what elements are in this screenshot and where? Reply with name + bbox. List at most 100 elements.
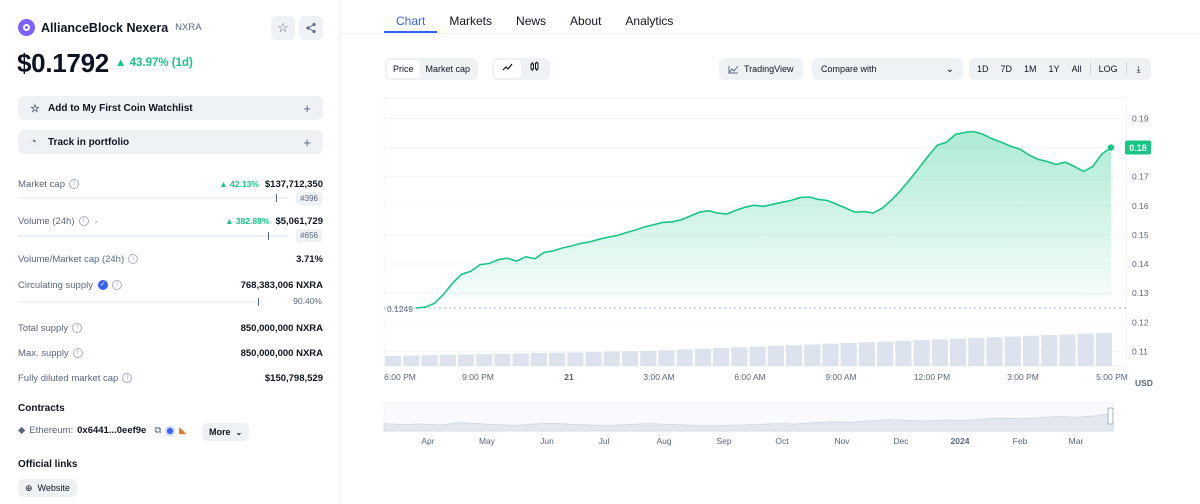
tab-markets[interactable]: Markets: [449, 14, 493, 28]
portfolio-label: Track in portfolio: [48, 136, 130, 148]
price-toggle[interactable]: Price: [387, 60, 420, 78]
stat-label: Max. supply: [18, 347, 69, 359]
supply-marker: [258, 298, 259, 306]
tradingview-button[interactable]: TradingView: [719, 58, 803, 80]
tab-chart[interactable]: Chart: [384, 0, 438, 33]
y-tick-label: 0.16: [1132, 201, 1149, 211]
volume-bar: [640, 350, 657, 366]
range-divider: [1125, 62, 1127, 76]
stat-label: Total supply: [18, 322, 69, 334]
price-chart[interactable]: 0.11 0.12 0.13 0.14 0.15 0.16 0.17 0.18 0.19 0.12…: [341, 0, 1200, 504]
volume-bar: [931, 339, 948, 366]
plus-icon: +: [303, 134, 311, 150]
download-button[interactable]: ⤓: [1129, 60, 1149, 78]
volume-bar: [785, 345, 803, 366]
navigator-label: Feb: [1013, 436, 1028, 446]
x-tick-label: 9:00 AM: [825, 372, 856, 382]
ethereum-icon: ◆: [18, 425, 26, 436]
compare-select[interactable]: Compare with ⌄: [812, 58, 963, 80]
website-link[interactable]: ⊕ Website: [18, 479, 77, 497]
tab-news[interactable]: News: [516, 14, 547, 28]
info-icon[interactable]: i: [69, 179, 79, 189]
chevron-down-icon: ⌄: [235, 427, 243, 437]
rank-badge: #396: [296, 192, 322, 205]
info-icon[interactable]: i: [128, 254, 139, 264]
stat-vol-mcap: Volume/Market cap (24h) i 3.71%: [18, 252, 323, 266]
market-cap-toggle[interactable]: Market cap: [425, 64, 471, 74]
stat-label: Volume (24h): [18, 215, 75, 227]
range-1m[interactable]: 1M: [1024, 64, 1037, 74]
info-icon[interactable]: i: [111, 280, 122, 290]
y-tick-label: 0.11: [1132, 346, 1148, 356]
volume-bar: [913, 340, 930, 366]
navigator-label: Sep: [716, 436, 731, 446]
price-area: [416, 131, 1111, 308]
navigator-label: Jun: [540, 436, 554, 446]
copy-icon[interactable]: ⧉: [154, 425, 162, 436]
range-1d[interactable]: 1D: [977, 64, 989, 74]
star-icon: ☆: [30, 102, 40, 115]
stat-max-supply: Max. supply i 850,000,000 NXRA: [18, 346, 323, 360]
info-icon[interactable]: i: [72, 348, 83, 358]
line-chart-button[interactable]: [494, 60, 521, 78]
navigator-label: May: [479, 436, 496, 446]
volume-bar: [749, 346, 766, 366]
volume-bar: [1004, 336, 1021, 366]
range-all[interactable]: All: [1071, 64, 1082, 74]
more-contracts-button[interactable]: More ⌄: [202, 423, 250, 441]
portfolio-button[interactable]: ◔ Track in portfolio +: [18, 130, 323, 154]
share-button[interactable]: [299, 16, 323, 40]
info-icon[interactable]: i: [122, 373, 133, 383]
volume-bar: [421, 355, 438, 366]
stat-label: Market cap: [18, 178, 65, 190]
info-icon[interactable]: i: [78, 216, 89, 226]
watchlist-label: Add to My First Coin Watchlist: [48, 102, 193, 114]
watchlist-button[interactable]: ☆ Add to My First Coin Watchlist +: [18, 96, 323, 120]
stat-value: $5,061,729: [275, 215, 323, 227]
tab-analytics[interactable]: Analytics: [625, 14, 674, 28]
chevron-right-icon[interactable]: ›: [94, 215, 98, 227]
stat-value: $137,712,350: [264, 178, 323, 190]
volume-bar: [403, 355, 420, 366]
contracts-title: Contracts: [18, 403, 65, 414]
log-toggle[interactable]: LOG: [1098, 64, 1118, 74]
contract-chain: Ethereum:: [29, 425, 74, 436]
range-divider: [1089, 62, 1091, 76]
last-price-badge: [1125, 140, 1151, 155]
navigator-label: Mar: [1069, 436, 1084, 446]
y-tick-label: 0.19: [1132, 113, 1149, 123]
stat-change: ▲ 382.88%: [225, 216, 270, 226]
contract-address[interactable]: 0x6441...0eef9e: [77, 425, 147, 436]
trend-icon: [728, 65, 739, 73]
range-7d[interactable]: 7D: [1000, 64, 1013, 74]
metamask-icon[interactable]: ◣: [179, 425, 187, 436]
tab-about[interactable]: About: [570, 14, 602, 28]
volume-bar: [767, 345, 784, 366]
x-tick-label: 6:00 PM: [384, 372, 416, 382]
navigator-label: Oct: [775, 436, 789, 446]
star-icon: ☆: [277, 20, 289, 35]
coin-logo-icon: [18, 19, 35, 36]
navigator-handle[interactable]: [1107, 407, 1114, 425]
candle-chart-button[interactable]: [521, 60, 548, 78]
volume-bar: [530, 353, 548, 366]
tab-bar: Chart Markets News About Analytics: [384, 0, 685, 33]
info-icon[interactable]: i: [72, 323, 83, 333]
navigator-label: Aug: [656, 436, 671, 446]
chart-panel: Chart Markets News About Analytics Price…: [341, 0, 1200, 504]
up-arrow-icon: ▲: [115, 57, 127, 69]
volume-bar: [676, 349, 693, 366]
stat-value: 850,000,000 NXRA: [240, 347, 323, 359]
volume-bar: [457, 354, 475, 366]
volume-bar: [822, 343, 839, 366]
candlestick-icon: [530, 61, 539, 71]
wallet-icon[interactable]: [165, 425, 176, 436]
verified-icon: ✓: [97, 280, 108, 290]
stat-label: Fully diluted market cap: [18, 372, 119, 384]
stat-change: ▲ 42.13%: [219, 179, 259, 189]
star-button[interactable]: ☆: [271, 16, 295, 40]
more-label: More: [209, 427, 231, 437]
range-1y[interactable]: 1Y: [1048, 64, 1060, 74]
stat-value: $150,798,529: [264, 372, 323, 384]
volume-bar: [1022, 335, 1040, 366]
